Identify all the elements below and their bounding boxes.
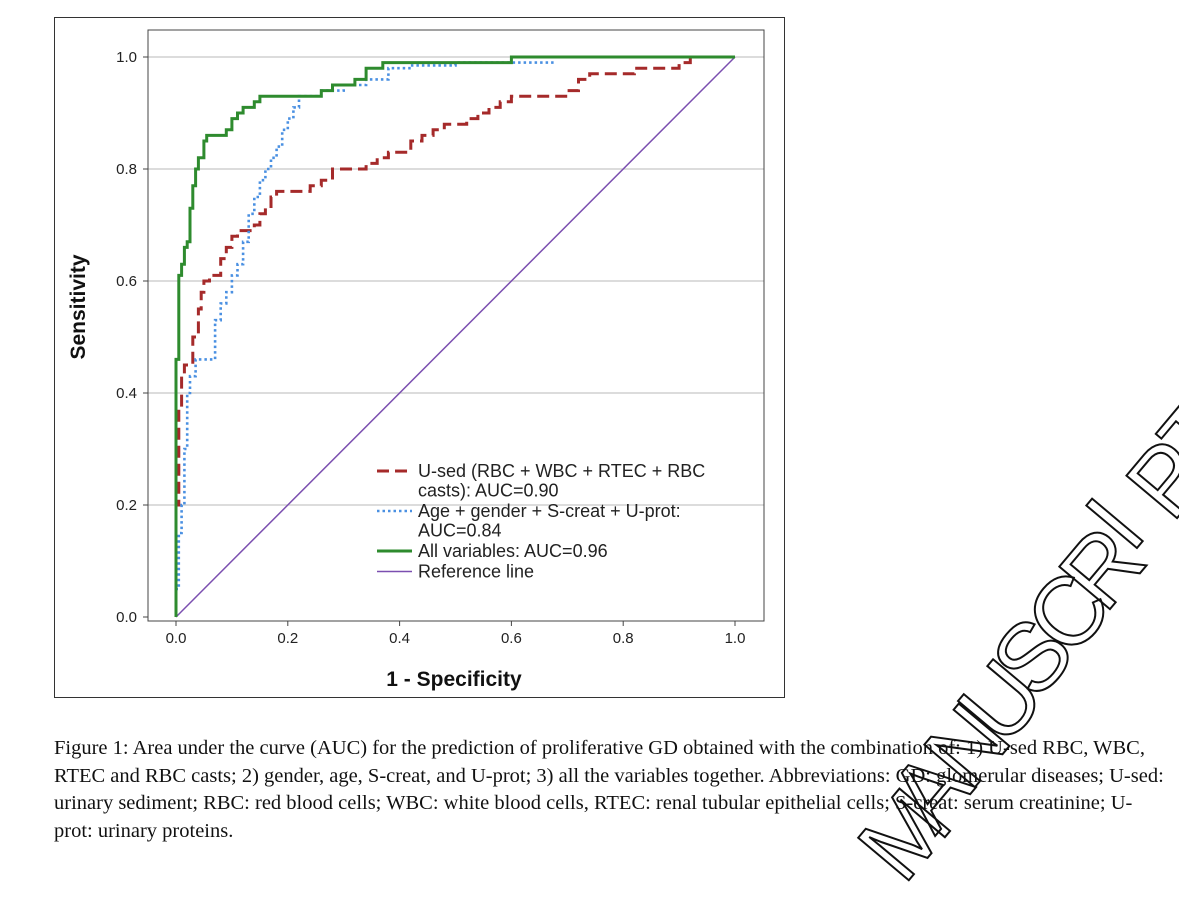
x-axis-title: 1 - Specificity bbox=[386, 668, 522, 691]
y-axis-title: Sensitivity bbox=[67, 254, 90, 359]
x-tick-label: 0.6 bbox=[501, 630, 522, 647]
x-tick-label: 0.4 bbox=[389, 630, 410, 647]
figure-caption: Figure 1: Area under the curve (AUC) for… bbox=[54, 737, 1164, 842]
y-tick-label: 0.0 bbox=[116, 609, 137, 626]
series-line-2 bbox=[174, 55, 735, 617]
x-tick-label: 1.0 bbox=[725, 630, 746, 647]
legend-label: Age + gender + S-creat + U-prot: bbox=[418, 501, 681, 521]
y-tick-label: 1.0 bbox=[116, 49, 137, 66]
series-group bbox=[174, 55, 736, 618]
legend-label: Reference line bbox=[418, 562, 534, 582]
roc-chart: 0.0 0.2 0.4 0.6 0.8 1.0 0.0 0.2 0.4 0.6 0.8 1.0 U-s… bbox=[67, 29, 765, 691]
axes: 0.0 0.2 0.4 0.6 0.8 1.0 0.0 0.2 0.4 0.6 0.8 1.0 bbox=[116, 29, 765, 647]
y-tick-label: 0.8 bbox=[116, 161, 137, 178]
legend-label: AUC=0.84 bbox=[418, 521, 502, 541]
legend-label: All variables: AUC=0.96 bbox=[418, 541, 608, 561]
x-tick-label: 0.2 bbox=[277, 630, 298, 647]
series-line-0 bbox=[174, 55, 735, 617]
legend-label: casts): AUC=0.90 bbox=[418, 481, 559, 501]
x-tick-label: 0.0 bbox=[166, 630, 187, 647]
series-line-1 bbox=[174, 61, 557, 617]
series-line-3 bbox=[175, 56, 736, 618]
y-tick-label: 0.6 bbox=[116, 273, 137, 290]
y-tick-label: 0.2 bbox=[116, 497, 137, 514]
y-tick-label: 0.4 bbox=[116, 385, 137, 402]
grid bbox=[148, 56, 764, 506]
x-tick-label: 0.8 bbox=[613, 630, 634, 647]
plot-area bbox=[147, 29, 765, 622]
legend-label: U-sed (RBC + WBC + RTEC + RBC bbox=[418, 461, 705, 481]
